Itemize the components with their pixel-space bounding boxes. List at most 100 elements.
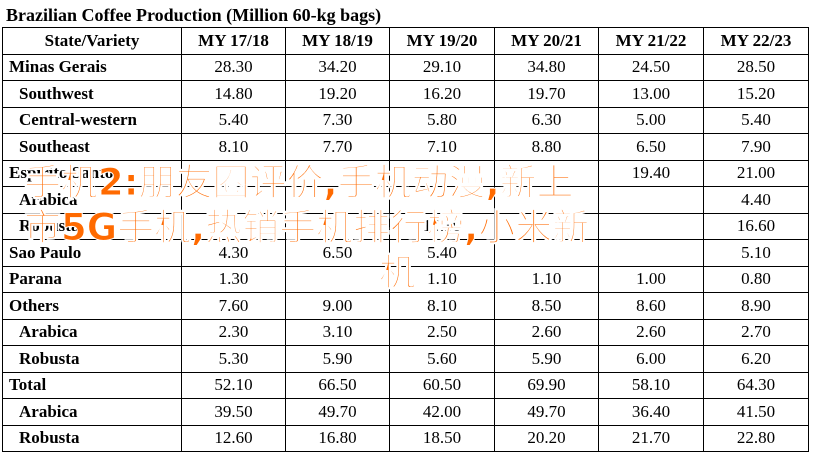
row-label: Sao Paulo xyxy=(2,239,182,267)
table-cell: 8.80 xyxy=(494,133,599,161)
table-cell: 5.00 xyxy=(598,106,704,134)
table-cell xyxy=(494,212,599,240)
table-cell: 8.60 xyxy=(598,292,704,320)
table-cell: 5.40 xyxy=(703,106,809,134)
table-cell: 6.50 xyxy=(598,133,704,161)
column-header: MY 17/18 xyxy=(181,27,286,55)
table-cell: 6.30 xyxy=(494,106,599,134)
table-cell: 5.90 xyxy=(494,345,599,373)
table-cell: 64.30 xyxy=(703,371,809,399)
table-row: Arabica 4.40 xyxy=(2,186,809,214)
table-cell: 58.10 xyxy=(598,371,704,399)
table-cell: 66.50 xyxy=(285,371,390,399)
table-cell: 1.10 xyxy=(389,265,495,293)
table-cell: 21.00 xyxy=(703,159,809,187)
table-cell: 22.80 xyxy=(703,424,809,452)
table-cell: 12.60 xyxy=(181,424,286,452)
table-cell: 8.90 xyxy=(703,292,809,320)
row-label: Parana xyxy=(2,265,182,293)
table-cell xyxy=(285,212,390,240)
column-header: MY 19/20 xyxy=(389,27,495,55)
table-cell xyxy=(494,159,599,187)
row-label: Robusta xyxy=(2,424,182,452)
table-row: Espirito Santo 19.40 21.00 xyxy=(2,159,809,187)
table-cell: 20.20 xyxy=(494,424,599,452)
table-row: Central-western 5.40 7.30 5.80 6.30 5.00 5.40 xyxy=(2,106,809,134)
table-cell: 7.90 xyxy=(703,133,809,161)
row-label: Total xyxy=(2,371,182,399)
table-cell: 0.80 xyxy=(703,265,809,293)
watermark-line: 市5G手机,热销手机排行榜,小米新 xyxy=(24,206,590,250)
table-cell: 49.70 xyxy=(285,398,390,426)
table-cell: 16.80 xyxy=(285,424,390,452)
table-cell: 7.30 xyxy=(285,106,390,134)
table-row: Southeast 8.10 7.70 7.10 8.80 6.50 7.90 xyxy=(2,133,809,161)
table-cell: 8.50 xyxy=(494,292,599,320)
table-cell: 18.50 xyxy=(389,424,495,452)
row-label: Central-western xyxy=(2,106,182,134)
table-cell: 2.50 xyxy=(389,318,495,346)
table-cell: 34.20 xyxy=(285,53,390,81)
table-cell: 36.40 xyxy=(598,398,704,426)
table-cell: 16.20 xyxy=(389,80,495,108)
table-cell: 5.90 xyxy=(285,345,390,373)
table-cell: 7.10 xyxy=(389,133,495,161)
table-cell xyxy=(181,212,286,240)
table-cell: 16.60 xyxy=(703,212,809,240)
table-cell: 6.20 xyxy=(703,345,809,373)
table-cell: 34.80 xyxy=(494,53,599,81)
row-label: Southwest xyxy=(2,80,182,108)
table-cell xyxy=(181,186,286,214)
table-cell: 14.30 xyxy=(389,212,495,240)
column-header: MY 22/23 xyxy=(703,27,809,55)
table-cell: 8.10 xyxy=(389,292,495,320)
table-row: Robusta 14.30 16.60 xyxy=(2,212,809,240)
table-row: Parana 1.30 1.10 1.10 1.00 0.80 xyxy=(2,265,809,293)
column-header: MY 20/21 xyxy=(494,27,599,55)
table-body: Minas Gerais 28.30 34.20 29.10 34.80 24.50 28.… xyxy=(2,53,809,452)
table-cell xyxy=(494,186,599,214)
column-header: State/Variety xyxy=(2,27,182,55)
table-cell: 9.00 xyxy=(285,292,390,320)
table-cell: 41.50 xyxy=(703,398,809,426)
table-cell: 49.70 xyxy=(494,398,599,426)
header-row: State/Variety MY 17/18 MY 18/19 MY 19/20… xyxy=(2,27,809,55)
table-cell xyxy=(389,159,495,187)
table-row: Arabica 39.50 49.70 42.00 49.70 36.40 41.50 xyxy=(2,398,809,426)
table-cell: 4.40 xyxy=(703,186,809,214)
row-label: Espirito Santo xyxy=(2,159,182,187)
table-cell: 14.80 xyxy=(181,80,286,108)
table-cell: 1.30 xyxy=(181,265,286,293)
column-header: MY 18/19 xyxy=(285,27,390,55)
table-title: Brazilian Coffee Production (Million 60-… xyxy=(6,5,382,25)
table-cell: 3.10 xyxy=(285,318,390,346)
table-cell: 39.50 xyxy=(181,398,286,426)
table-cell xyxy=(285,159,390,187)
table-cell: 24.50 xyxy=(598,53,704,81)
table-row: Total 52.10 66.50 60.50 69.90 58.10 64.30 xyxy=(2,371,809,399)
table-cell: 2.70 xyxy=(703,318,809,346)
table-cell: 7.70 xyxy=(285,133,390,161)
table-cell: 15.20 xyxy=(703,80,809,108)
table-cell: 5.60 xyxy=(389,345,495,373)
table-cell: 13.00 xyxy=(598,80,704,108)
table-row: Southwest 14.80 19.20 16.20 19.70 13.00 15.20 xyxy=(2,80,809,108)
row-label: Robusta xyxy=(2,345,182,373)
table-cell: 2.60 xyxy=(494,318,599,346)
table-cell: 19.20 xyxy=(285,80,390,108)
table-cell: 21.70 xyxy=(598,424,704,452)
table-cell: 5.40 xyxy=(181,106,286,134)
watermark-overlay: 手机2:朋友圈评价,手机动漫,新上 市5G手机,热销手机排行榜,小米新 机 xyxy=(24,160,724,295)
table-cell: 69.90 xyxy=(494,371,599,399)
table-cell: 29.10 xyxy=(389,53,495,81)
row-label: Others xyxy=(2,292,182,320)
table-cell: 5.30 xyxy=(181,345,286,373)
table-cell: 4.30 xyxy=(181,239,286,267)
table-row: Arabica 2.30 3.10 2.50 2.60 2.60 2.70 xyxy=(2,318,809,346)
table-row: Minas Gerais 28.30 34.20 29.10 34.80 24.50 28.… xyxy=(2,53,809,81)
row-label: Arabica xyxy=(2,398,182,426)
watermark-line: 机 xyxy=(379,251,417,295)
row-label: Robusta xyxy=(2,212,182,240)
table-cell: 19.40 xyxy=(598,159,704,187)
watermark-line: 手机2:朋友圈评价,手机动漫,新上 xyxy=(24,161,575,205)
